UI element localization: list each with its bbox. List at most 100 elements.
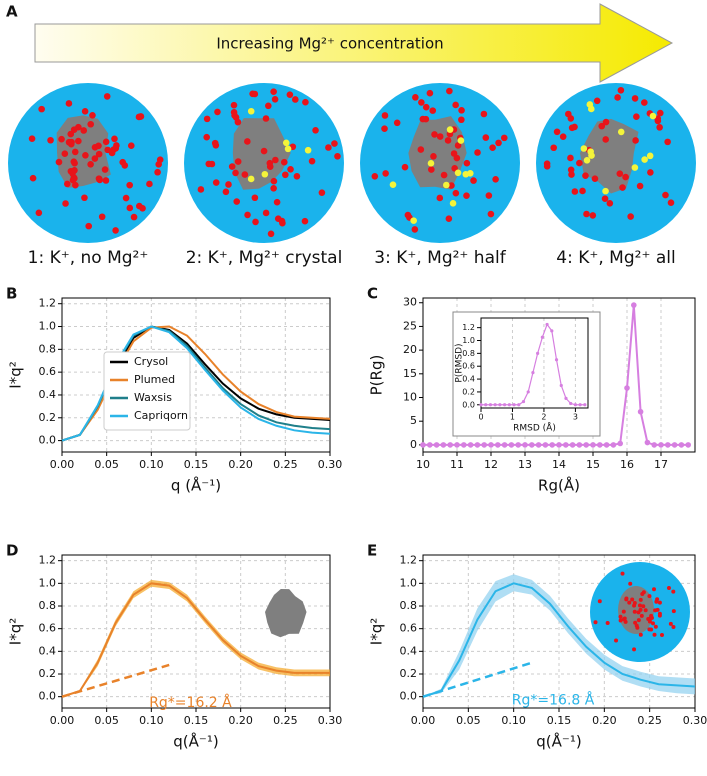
k-ion — [208, 160, 216, 168]
k-ion — [647, 619, 652, 624]
k-ion — [567, 166, 575, 174]
mg-ion — [646, 152, 654, 160]
k-ion — [451, 164, 458, 172]
y-axis-label: P(RMSD) — [455, 343, 465, 382]
y-tick-label: 1.2 — [462, 323, 475, 332]
k-ion — [301, 217, 309, 225]
k-ion — [103, 93, 111, 100]
mg-ion — [457, 137, 465, 144]
k-ion — [436, 133, 444, 140]
k-ion — [69, 176, 77, 184]
k-ion — [639, 613, 644, 618]
mg-ion — [466, 170, 474, 177]
mg-ion — [261, 170, 269, 178]
marker — [503, 403, 507, 407]
k-ion — [591, 175, 599, 182]
k-ion — [631, 95, 639, 102]
k-ion — [621, 609, 626, 614]
k-ion — [428, 166, 435, 173]
k-ion — [422, 115, 430, 123]
k-ion — [426, 89, 434, 97]
marker — [508, 442, 515, 448]
k-ion — [614, 638, 619, 643]
y-tick-label: 1.0 — [39, 320, 57, 333]
mg-ion — [454, 169, 462, 177]
k-ion — [35, 209, 43, 217]
k-ion — [112, 227, 119, 234]
k-ion — [252, 218, 259, 226]
mg-ion — [587, 105, 595, 113]
k-ion — [583, 210, 590, 218]
y-tick-label: 0.6 — [39, 365, 57, 378]
legend-box — [103, 351, 191, 431]
k-ion — [230, 109, 238, 116]
mg-ion — [580, 145, 588, 152]
mg-ion — [427, 160, 435, 167]
marker — [526, 390, 530, 394]
k-ion — [636, 182, 644, 190]
k-ion — [262, 209, 270, 217]
k-ion — [671, 589, 676, 594]
k-ion — [371, 173, 379, 180]
k-ion — [102, 138, 110, 146]
y-tick-label: 0.6 — [462, 362, 475, 371]
k-ion — [429, 107, 437, 114]
marker — [512, 403, 516, 407]
x-tick-label: 0.15 — [184, 714, 209, 727]
k-ion — [593, 620, 598, 625]
k-ion — [113, 142, 120, 149]
y-axis-label: I*q² — [7, 361, 25, 388]
k-ion — [69, 170, 76, 177]
k-ion — [293, 173, 301, 180]
k-ion — [244, 138, 251, 145]
y-tick-label: 15 — [403, 367, 417, 380]
k-ion — [225, 181, 232, 188]
k-ion — [627, 213, 634, 220]
k-ion — [111, 135, 118, 143]
marker — [440, 442, 447, 448]
marker — [536, 351, 540, 355]
k-ion — [212, 141, 220, 149]
k-ion — [63, 180, 71, 188]
marker — [501, 442, 508, 448]
k-ion — [98, 213, 106, 221]
x-tick-label: 0.25 — [273, 458, 298, 471]
marker — [590, 442, 596, 448]
marker — [488, 442, 494, 448]
k-ion — [636, 610, 641, 615]
k-ion — [126, 181, 133, 189]
y-tick-label: 0.6 — [400, 622, 418, 635]
k-ion — [623, 619, 628, 624]
k-ion — [480, 110, 488, 118]
mg-ion — [649, 112, 657, 120]
k-ion — [653, 608, 658, 613]
marker — [624, 385, 630, 391]
k-ion — [104, 146, 112, 154]
y-tick-label: 0.0 — [462, 400, 475, 409]
k-ion — [418, 99, 425, 106]
x-tick-label: 0.00 — [50, 458, 75, 471]
k-ion — [589, 212, 597, 219]
k-ion — [618, 618, 623, 623]
k-ion — [212, 179, 220, 186]
marker — [610, 442, 617, 448]
k-ion — [579, 187, 586, 195]
k-ion — [38, 105, 45, 113]
x-tick-label: 17 — [654, 458, 668, 471]
k-ion — [87, 161, 94, 168]
y-tick-label: 0.0 — [39, 690, 57, 703]
series-line — [61, 582, 330, 698]
k-ion — [550, 144, 558, 152]
x-tick-label: 0.20 — [228, 714, 253, 727]
marker — [493, 403, 497, 407]
k-ion — [411, 226, 419, 233]
panel-label: C — [367, 285, 378, 303]
x-tick-label: 10 — [416, 458, 430, 471]
k-ion — [654, 599, 659, 604]
x-tick-label: 13 — [518, 458, 532, 471]
k-ion — [203, 115, 211, 123]
k-ion — [576, 159, 583, 167]
legend-label: Waxsis — [134, 391, 172, 404]
marker — [576, 442, 583, 448]
